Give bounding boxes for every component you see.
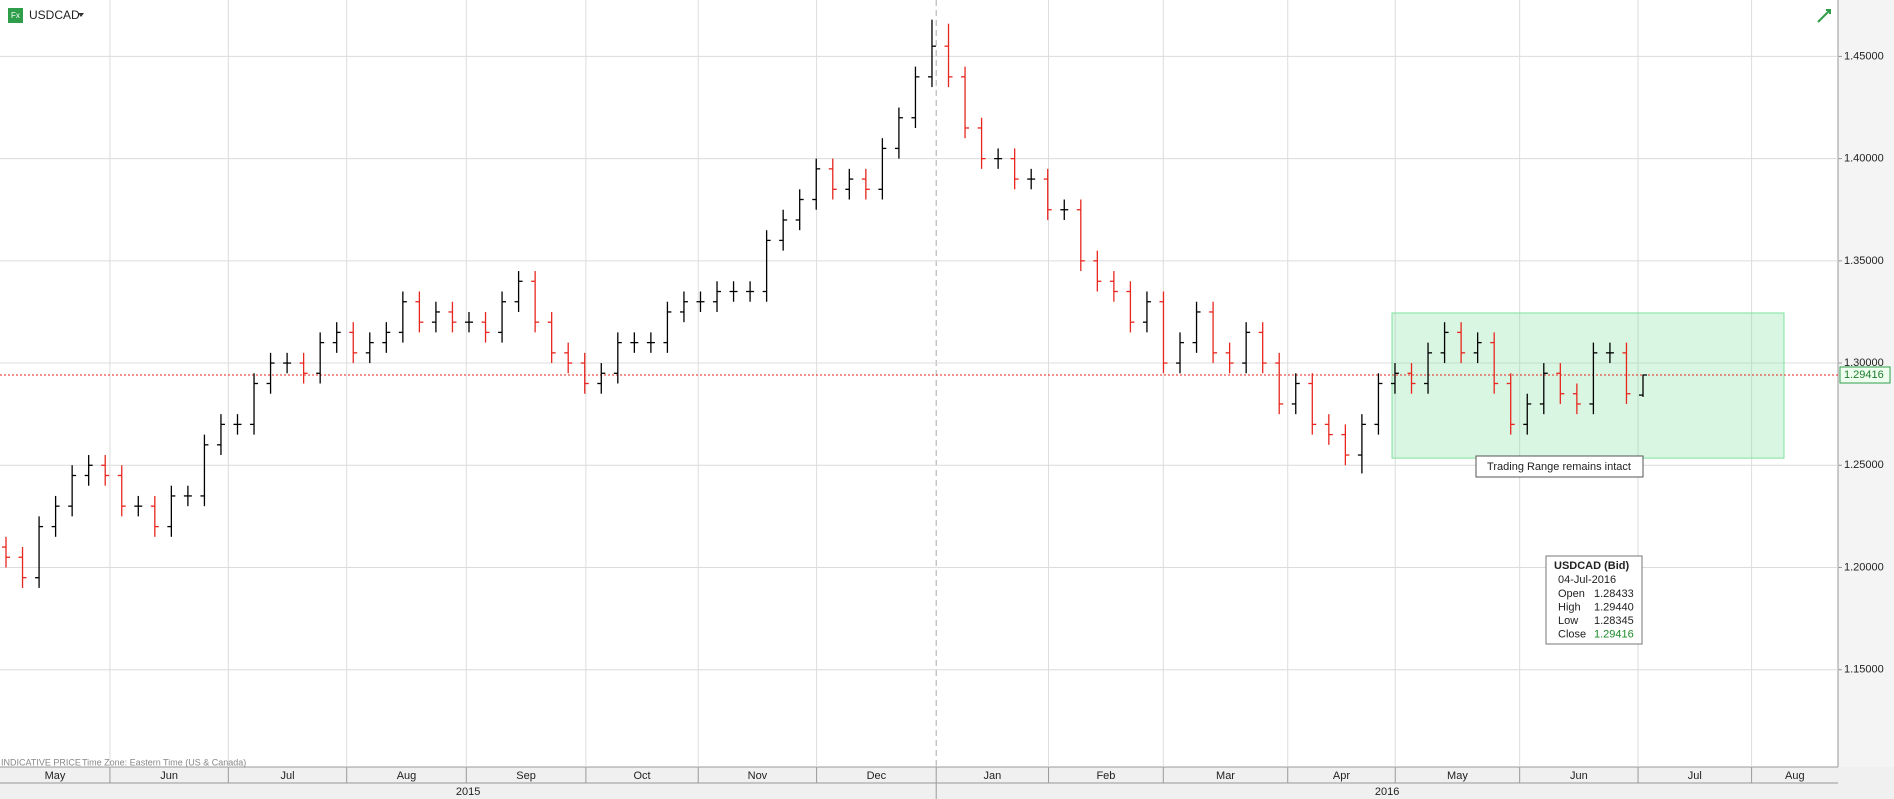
y-tick-label: 1.35000 bbox=[1844, 255, 1884, 267]
info-value: 1.28433 bbox=[1594, 588, 1634, 600]
month-label: Nov bbox=[748, 770, 768, 782]
info-value: 1.29416 bbox=[1594, 628, 1634, 640]
y-tick-label: 1.40000 bbox=[1844, 153, 1884, 165]
year-label: 2015 bbox=[456, 786, 480, 798]
range-label-box bbox=[1475, 455, 1644, 478]
y-axis-panel bbox=[1838, 0, 1894, 799]
y-tick-label: 1.45000 bbox=[1844, 50, 1884, 62]
month-label: Aug bbox=[1785, 770, 1805, 782]
info-value: 1.28345 bbox=[1594, 615, 1634, 627]
y-tick-label: 1.30000 bbox=[1844, 357, 1884, 369]
last-price-box bbox=[1839, 366, 1891, 384]
info-label: High bbox=[1558, 601, 1581, 613]
month-label: May bbox=[1447, 770, 1468, 782]
info-label: Low bbox=[1558, 615, 1578, 627]
month-label: Jun bbox=[1570, 770, 1588, 782]
month-label: Jul bbox=[1688, 770, 1702, 782]
fx-icon-text: Fx bbox=[11, 11, 20, 20]
month-label: Oct bbox=[633, 770, 650, 782]
month-label: Jan bbox=[983, 770, 1001, 782]
fx-icon[interactable] bbox=[8, 8, 23, 23]
trend-icon[interactable] bbox=[1817, 9, 1831, 23]
month-label: May bbox=[45, 770, 66, 782]
y-tick-label: 1.20000 bbox=[1844, 561, 1884, 573]
y-tick-label: 1.15000 bbox=[1844, 664, 1884, 676]
month-label: Dec bbox=[867, 770, 887, 782]
month-label: Mar bbox=[1216, 770, 1235, 782]
footer-timezone: Time Zone: Eastern Time (US & Canada) bbox=[82, 757, 246, 767]
info-box bbox=[1545, 555, 1643, 645]
year-label: 2016 bbox=[1375, 786, 1399, 798]
info-title: USDCAD (Bid) bbox=[1554, 560, 1629, 572]
month-label: Aug bbox=[397, 770, 417, 782]
range-box bbox=[1391, 312, 1785, 459]
footer-price: INDICATIVE PRICE bbox=[1, 757, 81, 767]
month-label: Sep bbox=[516, 770, 536, 782]
y-tick-label: 1.25000 bbox=[1844, 459, 1884, 471]
month-label: Feb bbox=[1096, 770, 1115, 782]
month-label: Jun bbox=[160, 770, 178, 782]
month-label: Apr bbox=[1333, 770, 1350, 782]
symbol-title[interactable]: USDCAD bbox=[29, 8, 80, 22]
last-price-label: 1.29416 bbox=[1844, 369, 1884, 381]
info-value: 1.29440 bbox=[1594, 601, 1634, 613]
dropdown-arrow[interactable] bbox=[78, 13, 84, 17]
month-label: Jul bbox=[280, 770, 294, 782]
info-label: Close bbox=[1558, 628, 1586, 640]
info-date: 04-Jul-2016 bbox=[1558, 574, 1616, 586]
info-label: Open bbox=[1558, 588, 1585, 600]
range-label: Trading Range remains intact bbox=[1487, 461, 1631, 473]
